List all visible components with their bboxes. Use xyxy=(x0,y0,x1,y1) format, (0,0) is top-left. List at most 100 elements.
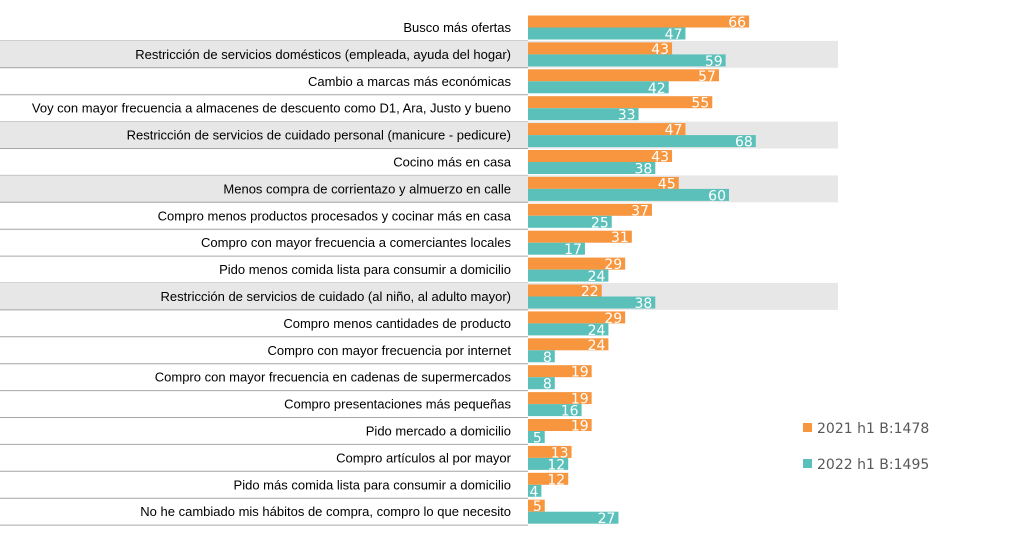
bar-2022 xyxy=(528,215,612,228)
bars xyxy=(528,15,756,524)
bar-2022 xyxy=(528,162,656,174)
bar-2021 xyxy=(528,96,713,109)
value-label-2022: 59 xyxy=(705,54,723,70)
value-label-2022: 60 xyxy=(708,188,726,204)
bar-2022 xyxy=(528,350,555,363)
bar-2022 xyxy=(528,457,569,470)
bar-2022 xyxy=(528,484,542,497)
category-label: Compro menos cantidades de producto xyxy=(283,316,511,331)
bar-2021 xyxy=(528,499,545,512)
value-label-2022: 8 xyxy=(543,350,552,366)
category-label: Compro con mayor frecuencia en cadenas d… xyxy=(155,370,512,385)
value-label-2021: 29 xyxy=(604,257,622,273)
value-label-2021: 19 xyxy=(571,365,589,381)
value-label-2021: 45 xyxy=(658,176,676,192)
category-label: Compro artículos al por mayor xyxy=(336,450,512,465)
category-labels: Busco más ofertas Restricción de servicio… xyxy=(32,20,512,519)
value-label-2022: 68 xyxy=(735,135,753,151)
bar-2021 xyxy=(528,445,572,458)
value-label-2022: 24 xyxy=(588,323,606,339)
value-label-2022: 5 xyxy=(533,431,542,447)
value-label-2021: 43 xyxy=(651,42,669,58)
legend: 2021 h1 B:1478 2022 h1 B:1495 xyxy=(803,421,929,473)
bar-2021 xyxy=(528,69,719,82)
value-label-2021: 55 xyxy=(691,96,709,112)
bar-2022 xyxy=(528,404,582,417)
value-label-2022: 8 xyxy=(543,377,552,393)
category-label: Compro presentaciones más pequeñas xyxy=(284,397,511,412)
value-label-2022: 25 xyxy=(591,215,609,231)
legend-swatch-2022 xyxy=(803,459,812,468)
bar-2021 xyxy=(528,42,673,55)
value-label-2022: 33 xyxy=(618,108,636,124)
bar-2022 xyxy=(528,27,686,40)
value-label-2021: 22 xyxy=(581,284,599,300)
bar-2021 xyxy=(528,123,686,136)
bar-2021 xyxy=(528,392,592,405)
category-label: Compro con mayor frecuencia a comerciant… xyxy=(201,235,511,250)
category-label: Compro con mayor frecuencia por internet xyxy=(267,343,511,358)
category-label: Restricción de servicios de cuidado pers… xyxy=(127,128,511,143)
value-label-2021: 24 xyxy=(588,338,606,354)
bar-2022 xyxy=(528,269,609,282)
value-label-2022: 24 xyxy=(588,269,606,285)
value-label-2021: 19 xyxy=(571,419,589,435)
category-label: Compro menos productos procesados y coci… xyxy=(158,208,512,223)
bar-2021 xyxy=(528,311,626,324)
value-label-2021: 43 xyxy=(651,150,669,166)
value-label-2021: 57 xyxy=(698,69,716,85)
value-label-2021: 37 xyxy=(631,203,649,219)
legend-swatch-2021 xyxy=(803,423,812,432)
category-label: Cambio a marcas más económicas xyxy=(308,74,512,89)
category-label: Pido más comida lista para consumir a do… xyxy=(234,477,511,492)
bar-2021 xyxy=(528,472,569,485)
category-label: No he cambiado mis hábitos de compra, co… xyxy=(140,504,511,519)
bar-2021 xyxy=(528,257,626,270)
bar-2021 xyxy=(528,176,679,189)
bar-2022 xyxy=(528,242,585,255)
category-label: Busco más ofertas xyxy=(403,20,511,35)
legend-label-2021: 2021 h1 B:1478 xyxy=(817,421,929,437)
value-label-2022: 47 xyxy=(665,27,683,43)
value-label-2022: 12 xyxy=(547,457,565,473)
bar-2022 xyxy=(528,323,609,336)
bar-2021 xyxy=(528,365,592,378)
value-label-2021: 29 xyxy=(604,311,622,327)
row-highlight xyxy=(0,283,838,310)
value-labels: 6647435957425533476843384560372531172924… xyxy=(529,15,752,527)
value-label-2021: 47 xyxy=(665,123,683,139)
bar-2021 xyxy=(528,419,592,431)
bar-2022 xyxy=(528,108,639,121)
value-label-2022: 27 xyxy=(598,511,616,527)
value-label-2022: 17 xyxy=(564,242,582,258)
category-label: Cocino más en casa xyxy=(393,154,512,169)
value-label-2022: 42 xyxy=(648,81,666,97)
bar-2021 xyxy=(528,338,609,351)
bar-2022 xyxy=(528,431,545,443)
value-label-2021: 12 xyxy=(547,472,565,488)
bar-2022 xyxy=(528,188,729,201)
category-label: Voy con mayor frecuencia a almacenes de … xyxy=(32,101,511,116)
value-label-2022: 38 xyxy=(634,162,652,178)
value-label-2021: 31 xyxy=(611,230,629,246)
bar-2021 xyxy=(528,203,652,216)
bar-2021 xyxy=(528,284,602,297)
bar-2022 xyxy=(528,81,669,94)
value-label-2022: 16 xyxy=(561,404,579,420)
bar-2021 xyxy=(528,15,750,28)
value-label-2021: 5 xyxy=(533,499,542,515)
bar-2022 xyxy=(528,296,656,309)
bar-2022 xyxy=(528,377,555,390)
bar-2022 xyxy=(528,54,726,67)
bar-2022 xyxy=(528,511,619,524)
category-label: Restricción de servicios domésticos (emp… xyxy=(135,47,511,62)
category-label: Menos compra de corrientazo y almuerzo e… xyxy=(223,181,511,196)
value-label-2021: 66 xyxy=(728,15,746,31)
value-label-2021: 13 xyxy=(551,445,569,461)
value-label-2022: 38 xyxy=(634,296,652,312)
bar-2021 xyxy=(528,150,673,162)
bar-2021 xyxy=(528,230,632,243)
category-label: Pido menos comida lista para consumir a … xyxy=(219,262,511,277)
row-backgrounds xyxy=(0,40,838,526)
